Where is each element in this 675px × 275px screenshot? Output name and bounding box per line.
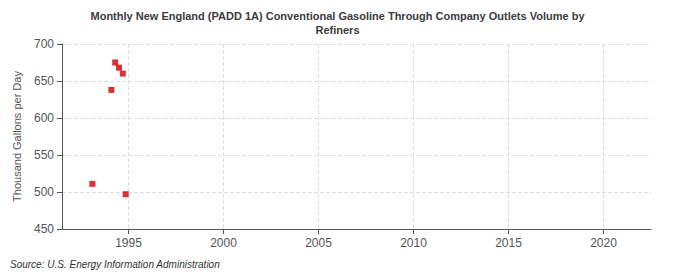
svg-text:650: 650 [34,74,54,88]
svg-text:2015: 2015 [495,236,522,250]
svg-text:2010: 2010 [400,236,427,250]
svg-text:450: 450 [34,222,54,236]
svg-text:600: 600 [34,111,54,125]
svg-text:Thousand Gallons per Day: Thousand Gallons per Day [11,71,23,202]
svg-text:Source: U.S. Energy Informatio: Source: U.S. Energy Information Administ… [10,259,220,270]
svg-text:1995: 1995 [115,236,142,250]
svg-text:Refiners: Refiners [315,24,359,36]
svg-text:2005: 2005 [305,236,332,250]
svg-text:2000: 2000 [210,236,237,250]
svg-text:550: 550 [34,148,54,162]
svg-text:2020: 2020 [590,236,617,250]
svg-text:Monthly New England (PADD 1A): Monthly New England (PADD 1A) Convention… [90,10,585,22]
svg-text:700: 700 [34,37,54,51]
svg-text:500: 500 [34,185,54,199]
